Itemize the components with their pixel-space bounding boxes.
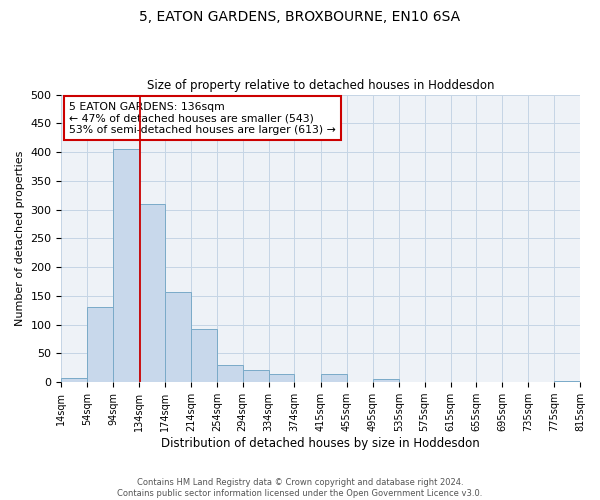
Text: 5 EATON GARDENS: 136sqm
← 47% of detached houses are smaller (543)
53% of semi-d: 5 EATON GARDENS: 136sqm ← 47% of detache… xyxy=(69,102,336,135)
Bar xyxy=(191,328,217,382)
Bar xyxy=(61,378,88,382)
Text: 5, EATON GARDENS, BROXBOURNE, EN10 6SA: 5, EATON GARDENS, BROXBOURNE, EN10 6SA xyxy=(139,10,461,24)
Bar xyxy=(554,381,580,382)
Bar xyxy=(88,308,113,382)
Bar xyxy=(139,204,165,382)
X-axis label: Distribution of detached houses by size in Hoddesdon: Distribution of detached houses by size … xyxy=(161,437,480,450)
Bar xyxy=(165,292,191,382)
Bar xyxy=(269,374,295,382)
Text: Contains HM Land Registry data © Crown copyright and database right 2024.
Contai: Contains HM Land Registry data © Crown c… xyxy=(118,478,482,498)
Bar xyxy=(113,149,139,382)
Bar xyxy=(373,380,399,382)
Bar xyxy=(321,374,347,382)
Title: Size of property relative to detached houses in Hoddesdon: Size of property relative to detached ho… xyxy=(147,79,494,92)
Y-axis label: Number of detached properties: Number of detached properties xyxy=(15,150,25,326)
Bar xyxy=(217,365,242,382)
Bar xyxy=(242,370,269,382)
